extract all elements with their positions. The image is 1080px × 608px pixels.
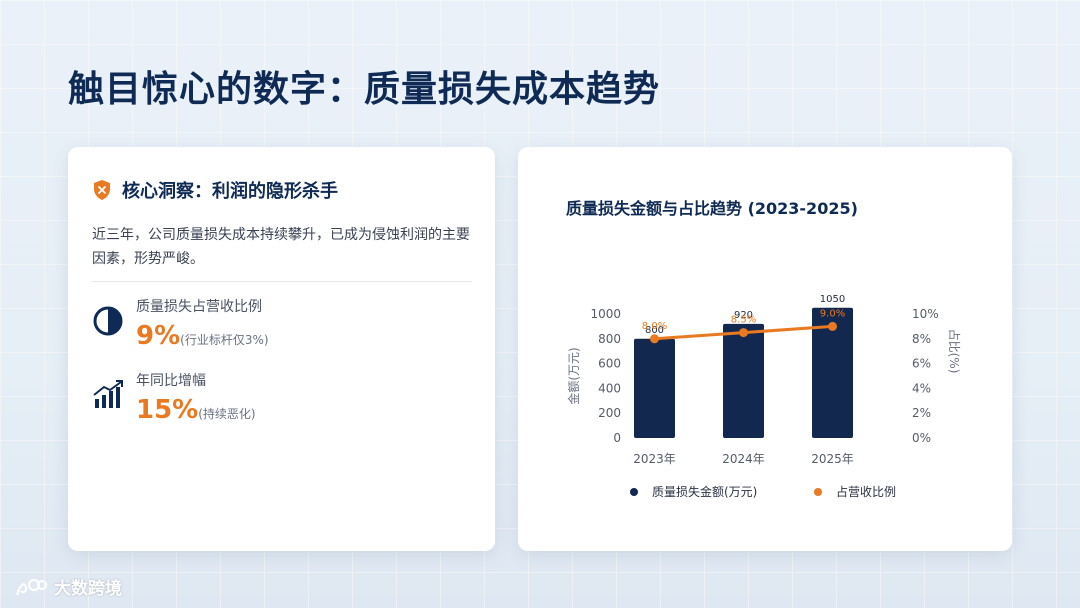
x-tick-label: 2024年 — [722, 452, 765, 466]
footer-brand: 大数跨境 — [14, 574, 122, 599]
line-point — [828, 321, 837, 331]
y-tick-label: 800 — [598, 332, 621, 346]
y-right-tick-label: 8% — [912, 332, 931, 346]
metric-revenue-ratio: 质量损失占营收比例 9%(行业标杆仅3%) — [92, 297, 269, 351]
bar — [723, 323, 764, 438]
metric-label: 质量损失占营收比例 — [136, 299, 262, 315]
footer-brand-text: 大数跨境 — [54, 579, 122, 599]
divider — [92, 281, 472, 282]
legend-marker-bars — [630, 488, 638, 496]
metric-note: (行业标杆仅3%) — [180, 333, 269, 347]
metric-note: (持续恶化) — [198, 407, 256, 421]
y-right-tick-label: 10% — [912, 307, 939, 321]
y-right-tick-label: 4% — [912, 381, 931, 395]
legend-marker-line — [814, 488, 822, 496]
y-tick-label: 1000 — [590, 307, 621, 321]
insight-header: 核心洞察：利润的隐形杀手 — [92, 177, 338, 203]
half-circle-icon — [93, 306, 123, 336]
combo-chart: 0 200 400 600 800 1000 0% 2% 4% 6% 8% 10% 金额(万元) 占比(%… — [566, 294, 962, 499]
metric-value: 15% — [136, 395, 199, 425]
y-tick-label: 400 — [598, 381, 621, 395]
metric-value: 9% — [136, 321, 181, 351]
metric-yoy-growth: 年同比增幅 15%(持续恶化) — [92, 371, 256, 425]
line-value-label: 9.0% — [820, 308, 845, 319]
x-tick-label: 2023年 — [633, 452, 676, 466]
y-tick-label: 600 — [598, 357, 621, 371]
line-point — [739, 328, 748, 338]
insight-card: 核心洞察：利润的隐形杀手 近三年，公司质量损失成本持续攀升，已成为侵蚀利润的主要… — [68, 147, 495, 551]
bar-value-label: 1050 — [820, 294, 845, 305]
y-tick-label: 200 — [598, 406, 621, 420]
line-value-label: 8.0% — [642, 321, 667, 332]
y-right-axis-title: 占比(%) — [947, 329, 962, 374]
y-right-tick-label: 6% — [912, 357, 931, 371]
bar-growth-icon — [93, 380, 123, 408]
y-tick-label: 0 — [613, 431, 621, 445]
insight-title: 核心洞察：利润的隐形杀手 — [122, 181, 338, 202]
x-tick-label: 2025年 — [811, 452, 854, 466]
chart-title: 质量损失金额与占比趋势 (2023-2025) — [566, 199, 858, 218]
chart-card: 质量损失金额与占比趋势 (2023-2025) 0 200 400 600 800 100… — [518, 147, 1012, 551]
legend-label-line: 占营收比例 — [836, 484, 896, 499]
y-right-tick-label: 0% — [912, 431, 931, 445]
bar — [812, 307, 853, 438]
line-value-label: 8.5% — [731, 315, 756, 326]
brand-logo-icon — [16, 578, 47, 595]
y-right-tick-label: 2% — [912, 406, 931, 420]
line-point — [650, 334, 659, 344]
metric-label: 年同比增幅 — [136, 373, 206, 389]
shield-alert-icon — [94, 180, 110, 200]
bar-value-label: 800 — [645, 325, 664, 336]
y-axis-title: 金额(万元) — [566, 347, 581, 404]
insight-description: 近三年，公司质量损失成本持续攀升，已成为侵蚀利润的主要因素，形势严峻。 — [92, 227, 470, 267]
legend-label-bars: 质量损失金额(万元) — [652, 484, 757, 499]
bar — [634, 338, 675, 438]
page-title: 触目惊心的数字：质量损失成本趋势 — [68, 69, 661, 110]
bar-value-label: 920 — [734, 310, 753, 321]
